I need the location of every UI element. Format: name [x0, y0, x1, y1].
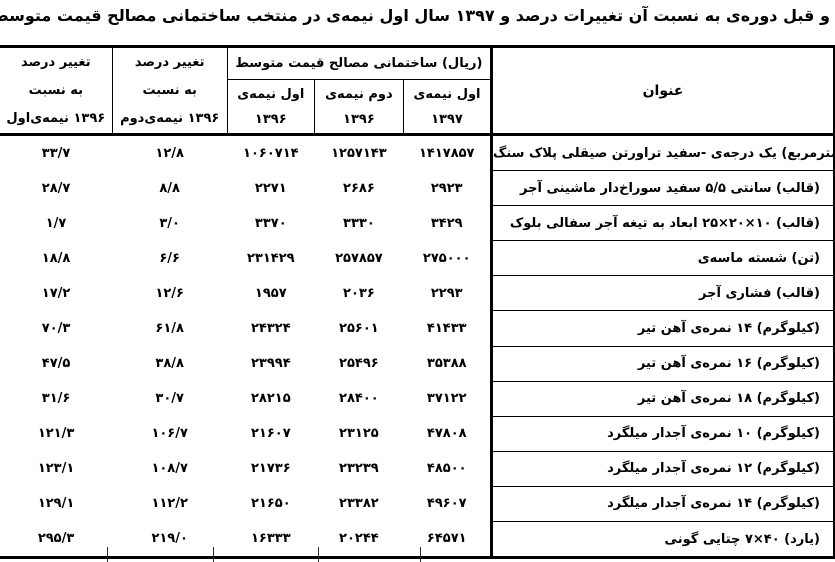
price-second-half-1396-cell: ‎۲۰۲۴۴‎	[339, 531, 379, 547]
price-first-half-1397-cell: ‎۱۴۱۷۸۵۷‎	[418, 145, 475, 161]
price-first-half-1397-cell: ‎۶۴۵۷۱‎	[426, 531, 467, 547]
material-label: ‎تیر‎ ‎آهن‎ ‎نمره‌ی‎ ‎۱۸‎ ‎(کیلوگرم)‎	[490, 381, 834, 417]
price-second-half-1396-cell: ‎۲۵۴۹۶‎	[339, 356, 379, 372]
price-first-half-1396-cell: ‎۲۸۲۱۵‎	[250, 391, 291, 407]
header-second-half-1396: ‎نیمه‌ی‎ ‎دوم‎ ‎۱۳۹۶‎	[314, 79, 404, 136]
next-table-column-line-stub	[318, 547, 319, 562]
pct-vs-first-half-1396-cell: ‎۱۷/۲‎	[41, 285, 71, 301]
price-first-half-1396-cell: ‎۲۴۳۲۴‎	[250, 321, 291, 337]
price-second-half-1396-cell: ‎۱۲۵۷۱۴۳‎	[331, 145, 387, 161]
table-row: ‎۳۳/۷‎ ‎۱۲/۸‎ ‎۱۰۶۰۷۱۴‎ ‎۱۲۵۷۱۴۳‎ ‎۱۴۱۷۸…	[0, 134, 835, 172]
price-first-half-1396-cell: ‎۲۳۱۴۲۹‎	[246, 250, 295, 266]
price-first-half-1397-cell: ‎۴۷۸۰۸‎	[426, 426, 467, 442]
table-row: ‎۴۷/۵‎ ‎۳۸/۸‎ ‎۲۳۹۹۴‎ ‎۲۵۴۹۶‎ ‎۳۵۳۸۸‎ ‎ت…	[0, 346, 834, 382]
table-row: ‎۲۸/۷‎ ‎۸/۸‎ ‎۲۲۷۱‎ ‎۲۶۸۶‎ ‎۲۹۲۳‎ ‎آجر‎ …	[0, 170, 834, 207]
price-first-half-1397-cell: ‎۳۵۳۸۸‎	[426, 356, 467, 372]
pct-vs-second-half-1396-cell: ‎۶/۶‎	[159, 250, 180, 266]
price-first-half-1397-cell: ‎۳۴۲۹‎	[430, 215, 463, 231]
pct-vs-second-half-1396-cell: ‎۱۱۲/۲‎	[151, 496, 188, 512]
table-title: ‎متوسط‎ ‎قیمت‎ ‎مصالح‎ ‎ساختمانی‎ ‎منتخب…	[0, 6, 835, 25]
table-row: ‎۱۸/۸‎ ‎۶/۶‎ ‎۲۳۱۴۲۹‎ ‎۲۵۷۸۵۷‎ ‎۲۷۵۰۰۰‎ …	[0, 240, 834, 277]
pct-vs-second-half-1396-cell: ‎۶۱/۸‎	[155, 321, 184, 337]
header-first-half-1396: ‎نیمه‌ی‎ ‎اول‎ ‎۱۳۹۶‎	[227, 79, 315, 136]
pct-vs-first-half-1396-cell: ‎۷۰/۳‎	[41, 321, 71, 337]
pct-vs-second-half-1396-cell: ‎۳۸/۸‎	[155, 356, 184, 372]
table-row: ‎۲۹۵/۳‎ ‎۲۱۹/۰‎ ‎۱۶۳۳۳‎ ‎۲۰۲۴۴‎ ‎۶۴۵۷۱‎ …	[0, 521, 834, 559]
material-label: ‎بلوک‎ ‎سفالی‎ ‎آجر‎ ‎تیغه‎ ‎به‎ ‎ابعاد‎…	[490, 205, 834, 242]
material-label: ‎تیر‎ ‎آهن‎ ‎نمره‌ی‎ ‎۱۴‎ ‎(کیلوگرم)‎	[490, 310, 834, 347]
material-label: ‎تیر‎ ‎آهن‎ ‎نمره‌ی‎ ‎۱۶‎ ‎(کیلوگرم)‎	[490, 346, 834, 382]
price-second-half-1396-cell: ‎۲۳۱۲۵‎	[339, 426, 379, 442]
pct-vs-second-half-1396-cell: ‎۲۱۹/۰‎	[151, 531, 188, 547]
price-first-half-1396-cell: ‎۱۰۶۰۷۱۴‎	[243, 145, 299, 161]
price-second-half-1396-cell: ‎۲۸۴۰۰‎	[339, 391, 379, 407]
price-first-half-1396-cell: ‎۲۱۶۰۷‎	[250, 426, 291, 442]
pct-vs-second-half-1396-cell: ‎۱۲/۶‎	[155, 285, 184, 301]
material-label: ‎آجر‎ ‎فشاری‎ ‎(قالب)‎	[490, 275, 834, 312]
header-first-half-1397: ‎نیمه‌ی‎ ‎اول‎ ‎۱۳۹۷‎	[403, 79, 494, 136]
pct-vs-first-half-1396-cell: ‎۲۸/۷‎	[41, 180, 71, 196]
next-table-column-line-stub	[420, 547, 421, 562]
price-first-half-1396-cell: ‎۲۱۶۵۰‎	[250, 496, 291, 512]
pct-vs-first-half-1396-cell: ‎۳۳/۷‎	[41, 145, 71, 161]
price-first-half-1396-cell: ‎۱۶۳۳۳‎	[250, 531, 291, 547]
pct-vs-second-half-1396-cell: ‎۳/۰‎	[159, 215, 180, 231]
price-table-body: ‎۳۳/۷‎ ‎۱۲/۸‎ ‎۱۰۶۰۷۱۴‎ ‎۱۲۵۷۱۴۳‎ ‎۱۴۱۷۸…	[0, 134, 835, 559]
table-row: ‎۷۰/۳‎ ‎۶۱/۸‎ ‎۲۴۳۲۴‎ ‎۲۵۶۰۱‎ ‎۴۱۴۳۳‎ ‎ت…	[0, 310, 834, 347]
price-second-half-1396-cell: ‎۲۰۳۶‎	[343, 285, 375, 301]
table-row: ‎۳۱/۶‎ ‎۳۰/۷‎ ‎۲۸۲۱۵‎ ‎۲۸۴۰۰‎ ‎۳۷۱۲۲‎ ‎ت…	[0, 381, 834, 417]
material-label: ‎ماسه‌ی‎ ‎شسته‎ ‎(تن)‎	[490, 240, 834, 277]
next-table-column-line-stub	[107, 547, 108, 562]
price-first-half-1396-cell: ‎۲۱۷۳۶‎	[250, 461, 291, 477]
price-first-half-1396-cell: ‎۲۳۹۹۴‎	[250, 356, 291, 372]
table-row: ‎۱/۷‎ ‎۳/۰‎ ‎۳۳۷۰‎ ‎۳۳۳۰‎ ‎۳۴۲۹‎ ‎بلوک‎ …	[0, 205, 834, 242]
header-price-group: ‎متوسط‎ ‎قیمت‎ ‎مصالح‎ ‎ساختمانی‎ ‎(ریال…	[227, 46, 494, 80]
pct-vs-first-half-1396-cell: ‎۲۹۵/۳‎	[37, 531, 75, 547]
table-row: ‎۱۷/۲‎ ‎۱۲/۶‎ ‎۱۹۵۷‎ ‎۲۰۳۶‎ ‎۲۲۹۳‎ ‎آجر‎…	[0, 275, 834, 312]
price-second-half-1396-cell: ‎۲۵۶۰۱‎	[339, 321, 379, 337]
pct-vs-first-half-1396-cell: ‎۱۲۹/۱‎	[37, 496, 75, 512]
material-label: ‎میلگرد‎ ‎آجدار‎ ‎نمره‌ی‎ ‎۱۰‎ ‎(کیلوگرم…	[490, 416, 834, 452]
price-second-half-1396-cell: ‎۲۵۷۸۵۷‎	[335, 250, 383, 266]
price-first-half-1396-cell: ‎۳۳۷۰‎	[254, 215, 287, 231]
header-material-title: ‎عنوان‎	[490, 46, 834, 136]
price-first-half-1397-cell: ‎۲۷۵۰۰۰‎	[422, 250, 471, 266]
table-row: ‎۱۲۱/۳‎ ‎۱۰۶/۷‎ ‎۲۱۶۰۷‎ ‎۲۳۱۲۵‎ ‎۴۷۸۰۸‎ …	[0, 416, 834, 452]
price-first-half-1397-cell: ‎۴۹۶۰۷‎	[426, 496, 467, 512]
price-table: ‎درصد‎ ‎تغییر‎ ‎نسبت‎ ‎به‎ ‎نیمه‌ی‌اول‎ …	[0, 45, 835, 560]
pct-vs-first-half-1396-cell: ‎۴۷/۵‎	[41, 356, 71, 372]
pct-vs-first-half-1396-cell: ‎۱۸/۸‎	[41, 250, 71, 266]
price-second-half-1396-cell: ‎۲۳۳۸۲‎	[339, 496, 379, 512]
header-pct-change-vs-first-half-1396: ‎درصد‎ ‎تغییر‎ ‎نسبت‎ ‎به‎ ‎نیمه‌ی‌اول‎ …	[0, 46, 113, 136]
table-row: ‎۱۲۳/۱‎ ‎۱۰۸/۷‎ ‎۲۱۷۳۶‎ ‎۲۳۲۳۹‎ ‎۴۸۵۰۰‎ …	[0, 451, 834, 487]
table-row: ‎۱۲۹/۱‎ ‎۱۱۲/۲‎ ‎۲۱۶۵۰‎ ‎۲۳۳۸۲‎ ‎۴۹۶۰۷‎ …	[0, 486, 834, 523]
material-label: ‎گونی‎ ‎چتایی‎ ‎۷×۴۰‎ ‎(یارد)‎	[490, 521, 834, 559]
pct-vs-first-half-1396-cell: ‎۱/۷‎	[45, 215, 67, 231]
price-first-half-1397-cell: ‎۴۸۵۰۰‎	[426, 461, 467, 477]
price-second-half-1396-cell: ‎۲۳۲۳۹‎	[339, 461, 379, 477]
price-first-half-1396-cell: ‎۲۲۷۱‎	[254, 180, 287, 196]
price-first-half-1397-cell: ‎۴۱۴۳۳‎	[426, 321, 467, 337]
price-second-half-1396-cell: ‎۳۳۳۰‎	[343, 215, 375, 231]
price-first-half-1397-cell: ‎۲۹۲۳‎	[430, 180, 463, 196]
header-pct-change-vs-second-half-1396: ‎درصد‎ ‎تغییر‎ ‎نسبت‎ ‎به‎ ‎نیمه‌ی‌دوم‎ …	[112, 46, 228, 136]
pct-vs-second-half-1396-cell: ‎۱۰۶/۷‎	[151, 426, 188, 442]
material-label: ‎میلگرد‎ ‎آجدار‎ ‎نمره‌ی‎ ‎۱۴‎ ‎(کیلوگرم…	[490, 486, 834, 523]
pct-vs-first-half-1396-cell: ‎۱۲۳/۱‎	[37, 461, 75, 477]
material-label: ‎سنگ‎ ‎پلاک‎ ‎صیقلی‎ ‎تراورتن‎ ‎سفید-‎ ‎…	[490, 134, 835, 172]
pct-vs-second-half-1396-cell: ‎۳۰/۷‎	[155, 391, 184, 407]
material-label: ‎میلگرد‎ ‎آجدار‎ ‎نمره‌ی‎ ‎۱۲‎ ‎(کیلوگرم…	[490, 451, 834, 487]
price-first-half-1397-cell: ‎۳۷۱۲۲‎	[426, 391, 467, 407]
next-table-column-line-stub	[213, 547, 214, 562]
price-first-half-1396-cell: ‎۱۹۵۷‎	[254, 285, 287, 301]
price-second-half-1396-cell: ‎۲۶۸۶‎	[343, 180, 375, 196]
pct-vs-first-half-1396-cell: ‎۱۲۱/۳‎	[37, 426, 75, 442]
price-first-half-1397-cell: ‎۲۲۹۳‎	[430, 285, 463, 301]
pct-vs-first-half-1396-cell: ‎۳۱/۶‎	[41, 391, 71, 407]
pct-vs-second-half-1396-cell: ‎۸/۸‎	[159, 180, 180, 196]
pct-vs-second-half-1396-cell: ‎۱۰۸/۷‎	[151, 461, 188, 477]
pct-vs-second-half-1396-cell: ‎۱۲/۸‎	[155, 145, 184, 161]
material-label: ‎آجر‎ ‎ماشینی‎ ‎سوراخ‌دار‎ ‎سفید‎ ‎۵/۵‎ …	[490, 170, 834, 207]
